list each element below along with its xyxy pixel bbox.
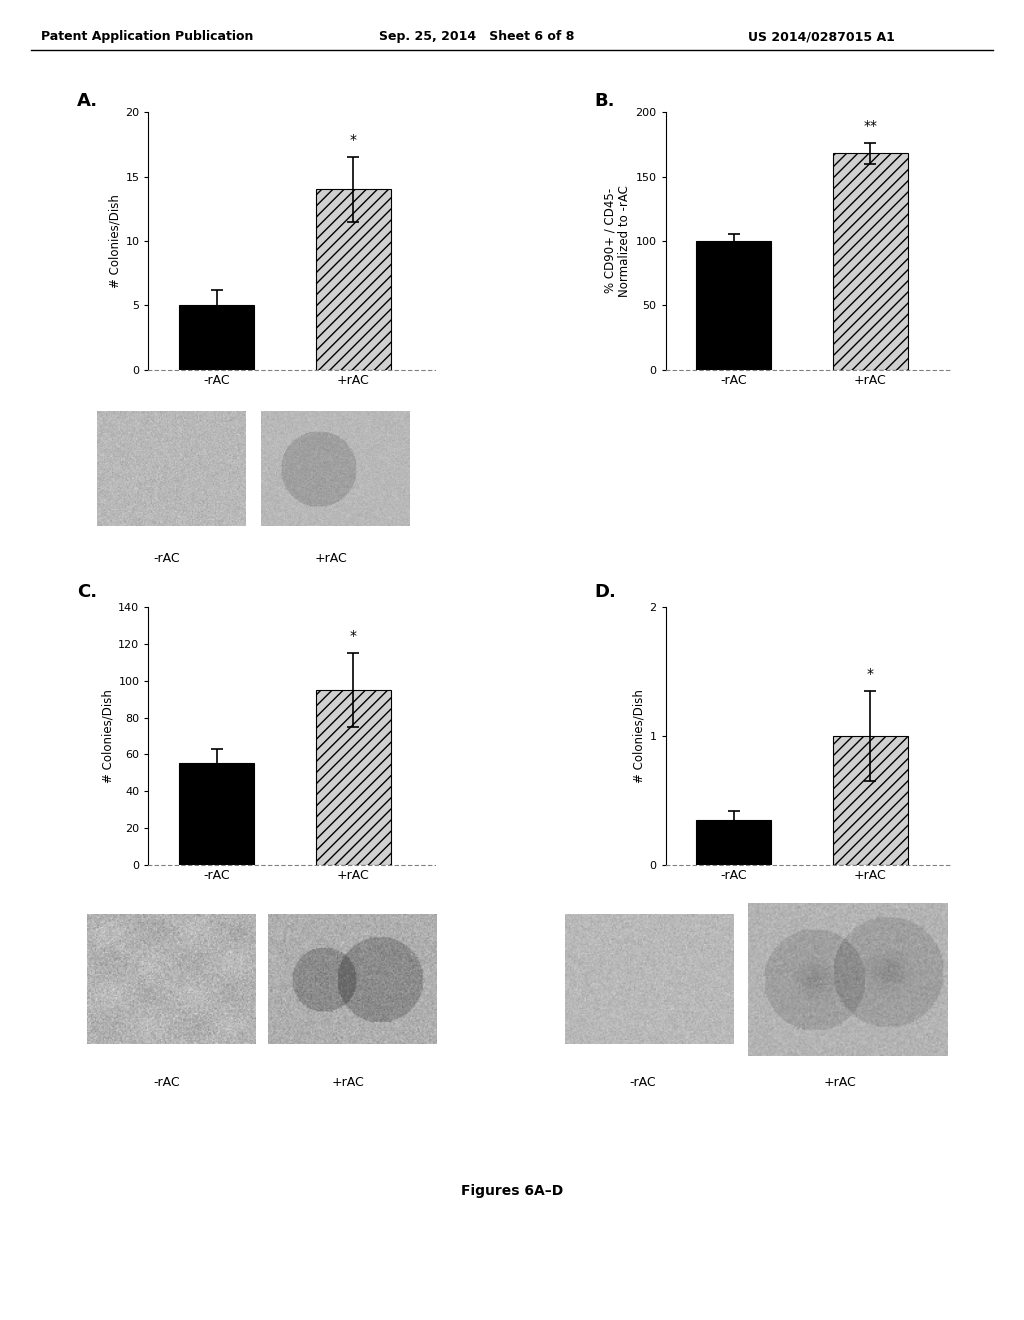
Text: +rAC: +rAC (314, 552, 347, 565)
Text: +rAC: +rAC (332, 1076, 365, 1089)
Text: +rAC: +rAC (823, 1076, 856, 1089)
Text: -rAC: -rAC (154, 1076, 180, 1089)
Text: D.: D. (594, 583, 615, 602)
Y-axis label: % CD90+ / CD45-
Normalized to -rAC: % CD90+ / CD45- Normalized to -rAC (603, 185, 631, 297)
Bar (833, 737, 908, 865)
Text: -rAC: -rAC (154, 552, 180, 565)
Text: *: * (867, 667, 873, 681)
Text: Figures 6A–D: Figures 6A–D (461, 1184, 563, 1199)
Bar (696, 820, 771, 865)
Text: Patent Application Publication: Patent Application Publication (41, 30, 253, 44)
Bar (833, 153, 908, 370)
Text: *: * (350, 628, 356, 643)
Y-axis label: # Colonies/Dish: # Colonies/Dish (101, 689, 114, 783)
Y-axis label: # Colonies/Dish: # Colonies/Dish (632, 689, 645, 783)
Text: *: * (350, 133, 356, 147)
Text: **: ** (863, 119, 878, 133)
Text: B.: B. (594, 92, 614, 111)
Y-axis label: # Colonies/Dish: # Colonies/Dish (109, 194, 121, 288)
Text: -rAC: -rAC (630, 1076, 656, 1089)
Bar (696, 242, 771, 370)
Bar (179, 305, 254, 370)
Text: A.: A. (77, 92, 98, 111)
Bar (179, 763, 254, 865)
Text: C.: C. (77, 583, 97, 602)
Bar (315, 690, 391, 865)
Text: US 2014/0287015 A1: US 2014/0287015 A1 (748, 30, 894, 44)
Bar (315, 190, 391, 370)
Text: Sep. 25, 2014   Sheet 6 of 8: Sep. 25, 2014 Sheet 6 of 8 (379, 30, 574, 44)
